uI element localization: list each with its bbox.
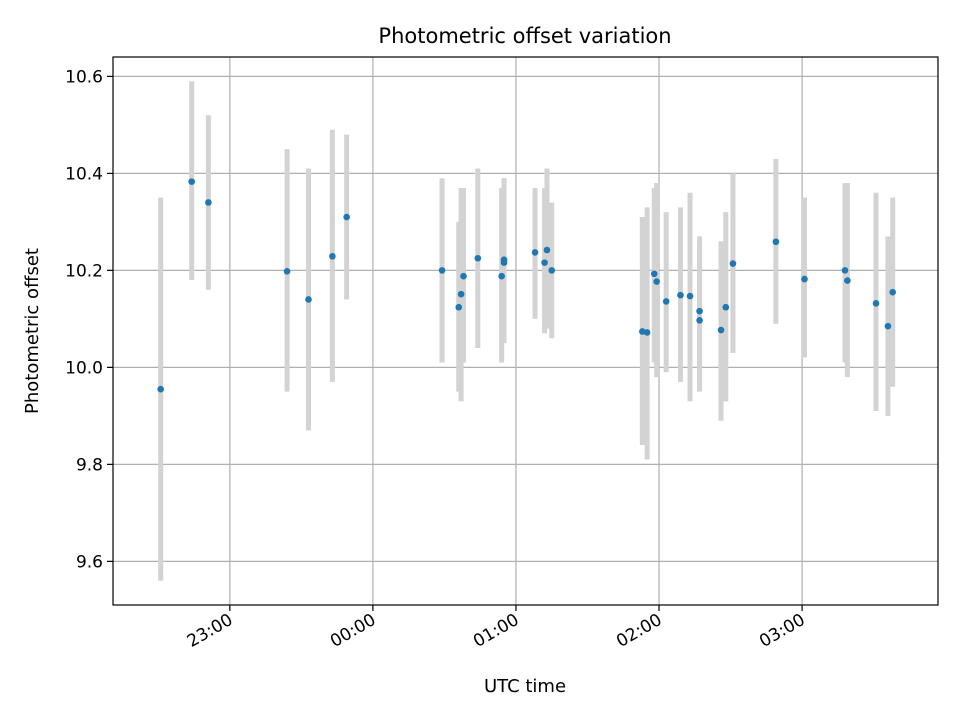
data-point <box>677 291 684 299</box>
y-tick-label: 10.6 <box>65 67 103 87</box>
data-point <box>696 317 703 324</box>
data-point <box>455 303 463 311</box>
data-point <box>772 238 780 246</box>
data-point <box>498 272 505 280</box>
y-tick-label: 10.2 <box>65 261 103 281</box>
data-points <box>157 178 896 393</box>
data-point <box>343 213 350 221</box>
data-point <box>474 254 482 262</box>
plot-area-background <box>113 57 938 605</box>
data-point <box>686 292 694 300</box>
data-point <box>844 277 851 284</box>
y-axis-ticks: 9.6 9.8 10.0 10.2 10.4 10.6 <box>65 67 113 572</box>
data-point <box>722 303 730 311</box>
data-point <box>543 246 551 254</box>
y-tick-label: 9.6 <box>76 552 103 572</box>
data-point <box>717 326 725 334</box>
data-point <box>696 307 703 315</box>
data-point <box>541 259 548 266</box>
data-point <box>729 260 737 267</box>
data-point <box>841 267 849 274</box>
y-tick-label: 9.8 <box>76 455 103 475</box>
data-point <box>329 253 336 260</box>
data-point <box>643 329 651 336</box>
data-point <box>872 300 880 307</box>
x-axis-label: UTC time <box>484 676 566 697</box>
chart-title: Photometric offset variation <box>378 24 671 48</box>
data-point <box>662 298 670 305</box>
data-point <box>460 272 467 280</box>
data-point <box>548 267 556 274</box>
data-point <box>305 296 312 303</box>
plot-frame <box>112 56 939 606</box>
data-point <box>157 385 164 393</box>
y-axis-label: Photometric offset <box>22 248 43 414</box>
data-point <box>889 288 896 296</box>
data-point <box>188 178 195 185</box>
data-point <box>500 259 508 266</box>
data-point <box>457 290 465 298</box>
data-point <box>438 267 446 274</box>
y-tick-label: 10.0 <box>65 358 103 378</box>
data-point <box>884 322 892 330</box>
data-point <box>653 278 660 285</box>
y-tick-label: 10.4 <box>65 164 103 184</box>
data-point <box>531 249 539 256</box>
data-point <box>650 270 658 278</box>
data-point <box>801 275 808 283</box>
data-point <box>283 268 291 275</box>
data-point <box>205 199 212 206</box>
